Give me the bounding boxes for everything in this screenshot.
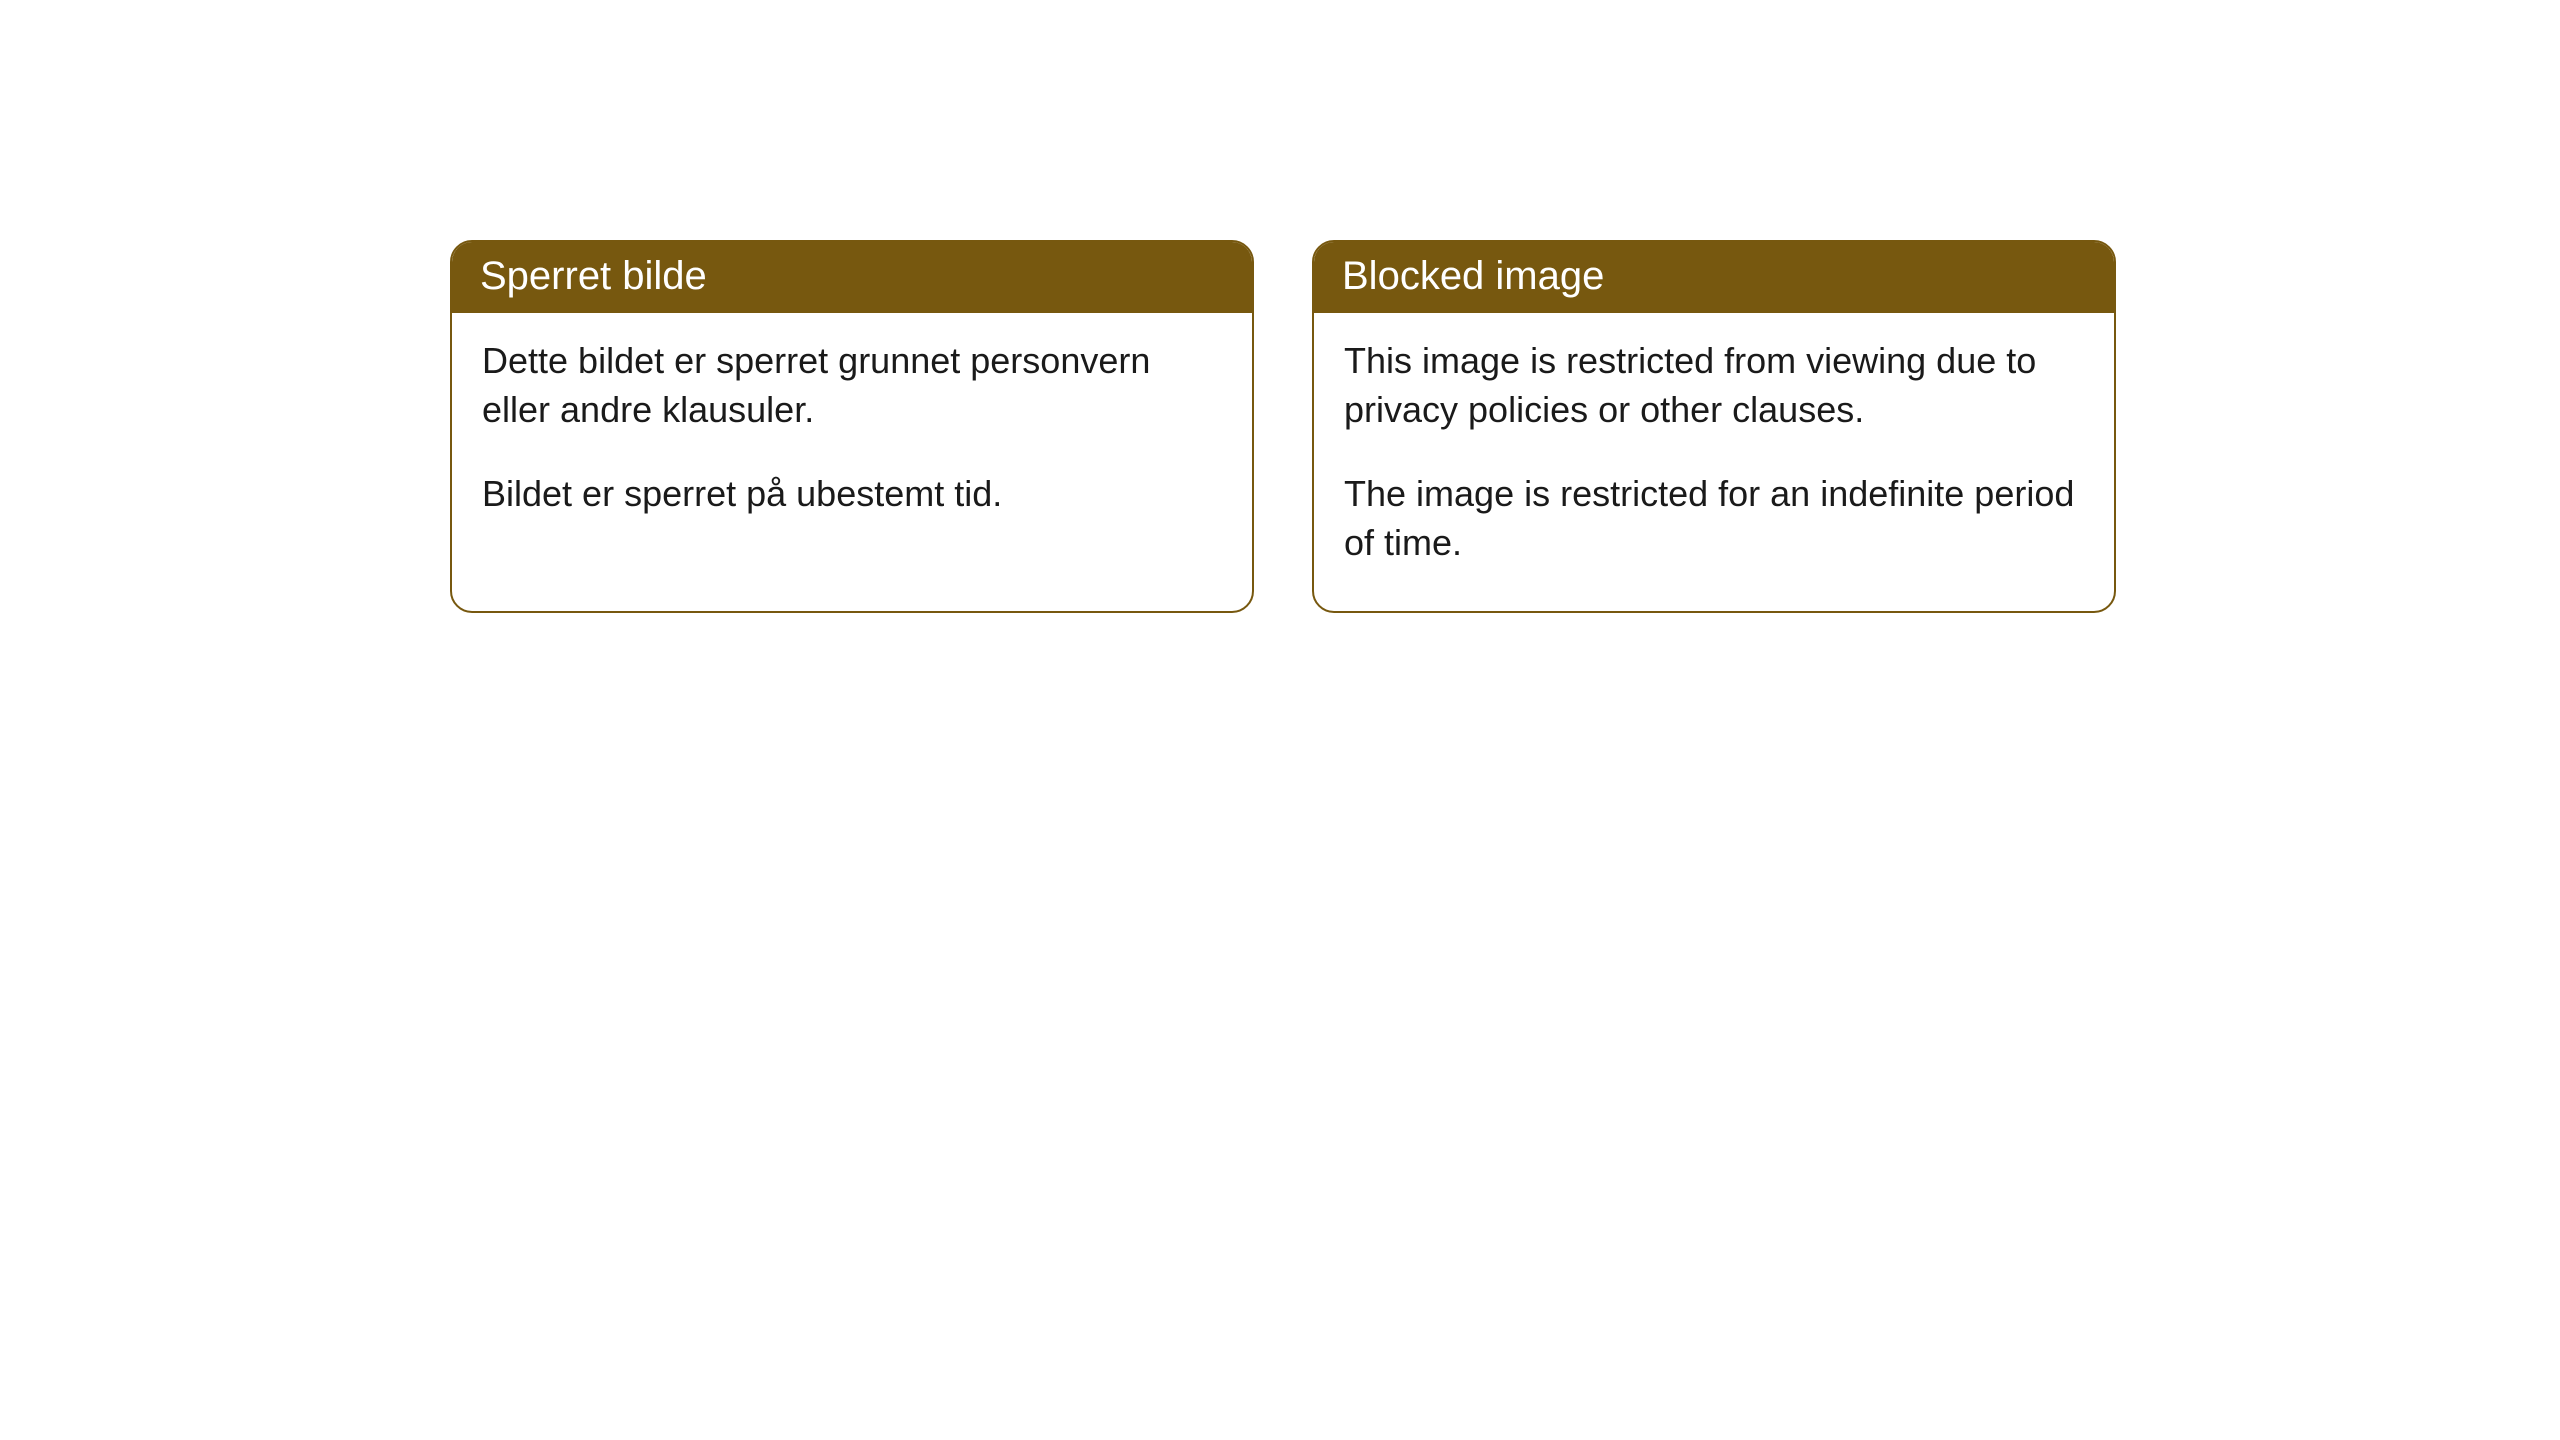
card-paragraph: The image is restricted for an indefinit… (1344, 470, 2084, 567)
card-paragraph: Dette bildet er sperret grunnet personve… (482, 337, 1222, 434)
notice-card-english: Blocked image This image is restricted f… (1312, 240, 2116, 613)
card-body: This image is restricted from viewing du… (1314, 313, 2114, 611)
card-title: Sperret bilde (480, 254, 707, 298)
card-header: Sperret bilde (452, 242, 1252, 313)
notice-card-norwegian: Sperret bilde Dette bildet er sperret gr… (450, 240, 1254, 613)
notice-cards-container: Sperret bilde Dette bildet er sperret gr… (0, 0, 2560, 613)
card-body: Dette bildet er sperret grunnet personve… (452, 313, 1252, 563)
card-header: Blocked image (1314, 242, 2114, 313)
card-title: Blocked image (1342, 254, 1604, 298)
card-paragraph: This image is restricted from viewing du… (1344, 337, 2084, 434)
card-paragraph: Bildet er sperret på ubestemt tid. (482, 470, 1222, 519)
